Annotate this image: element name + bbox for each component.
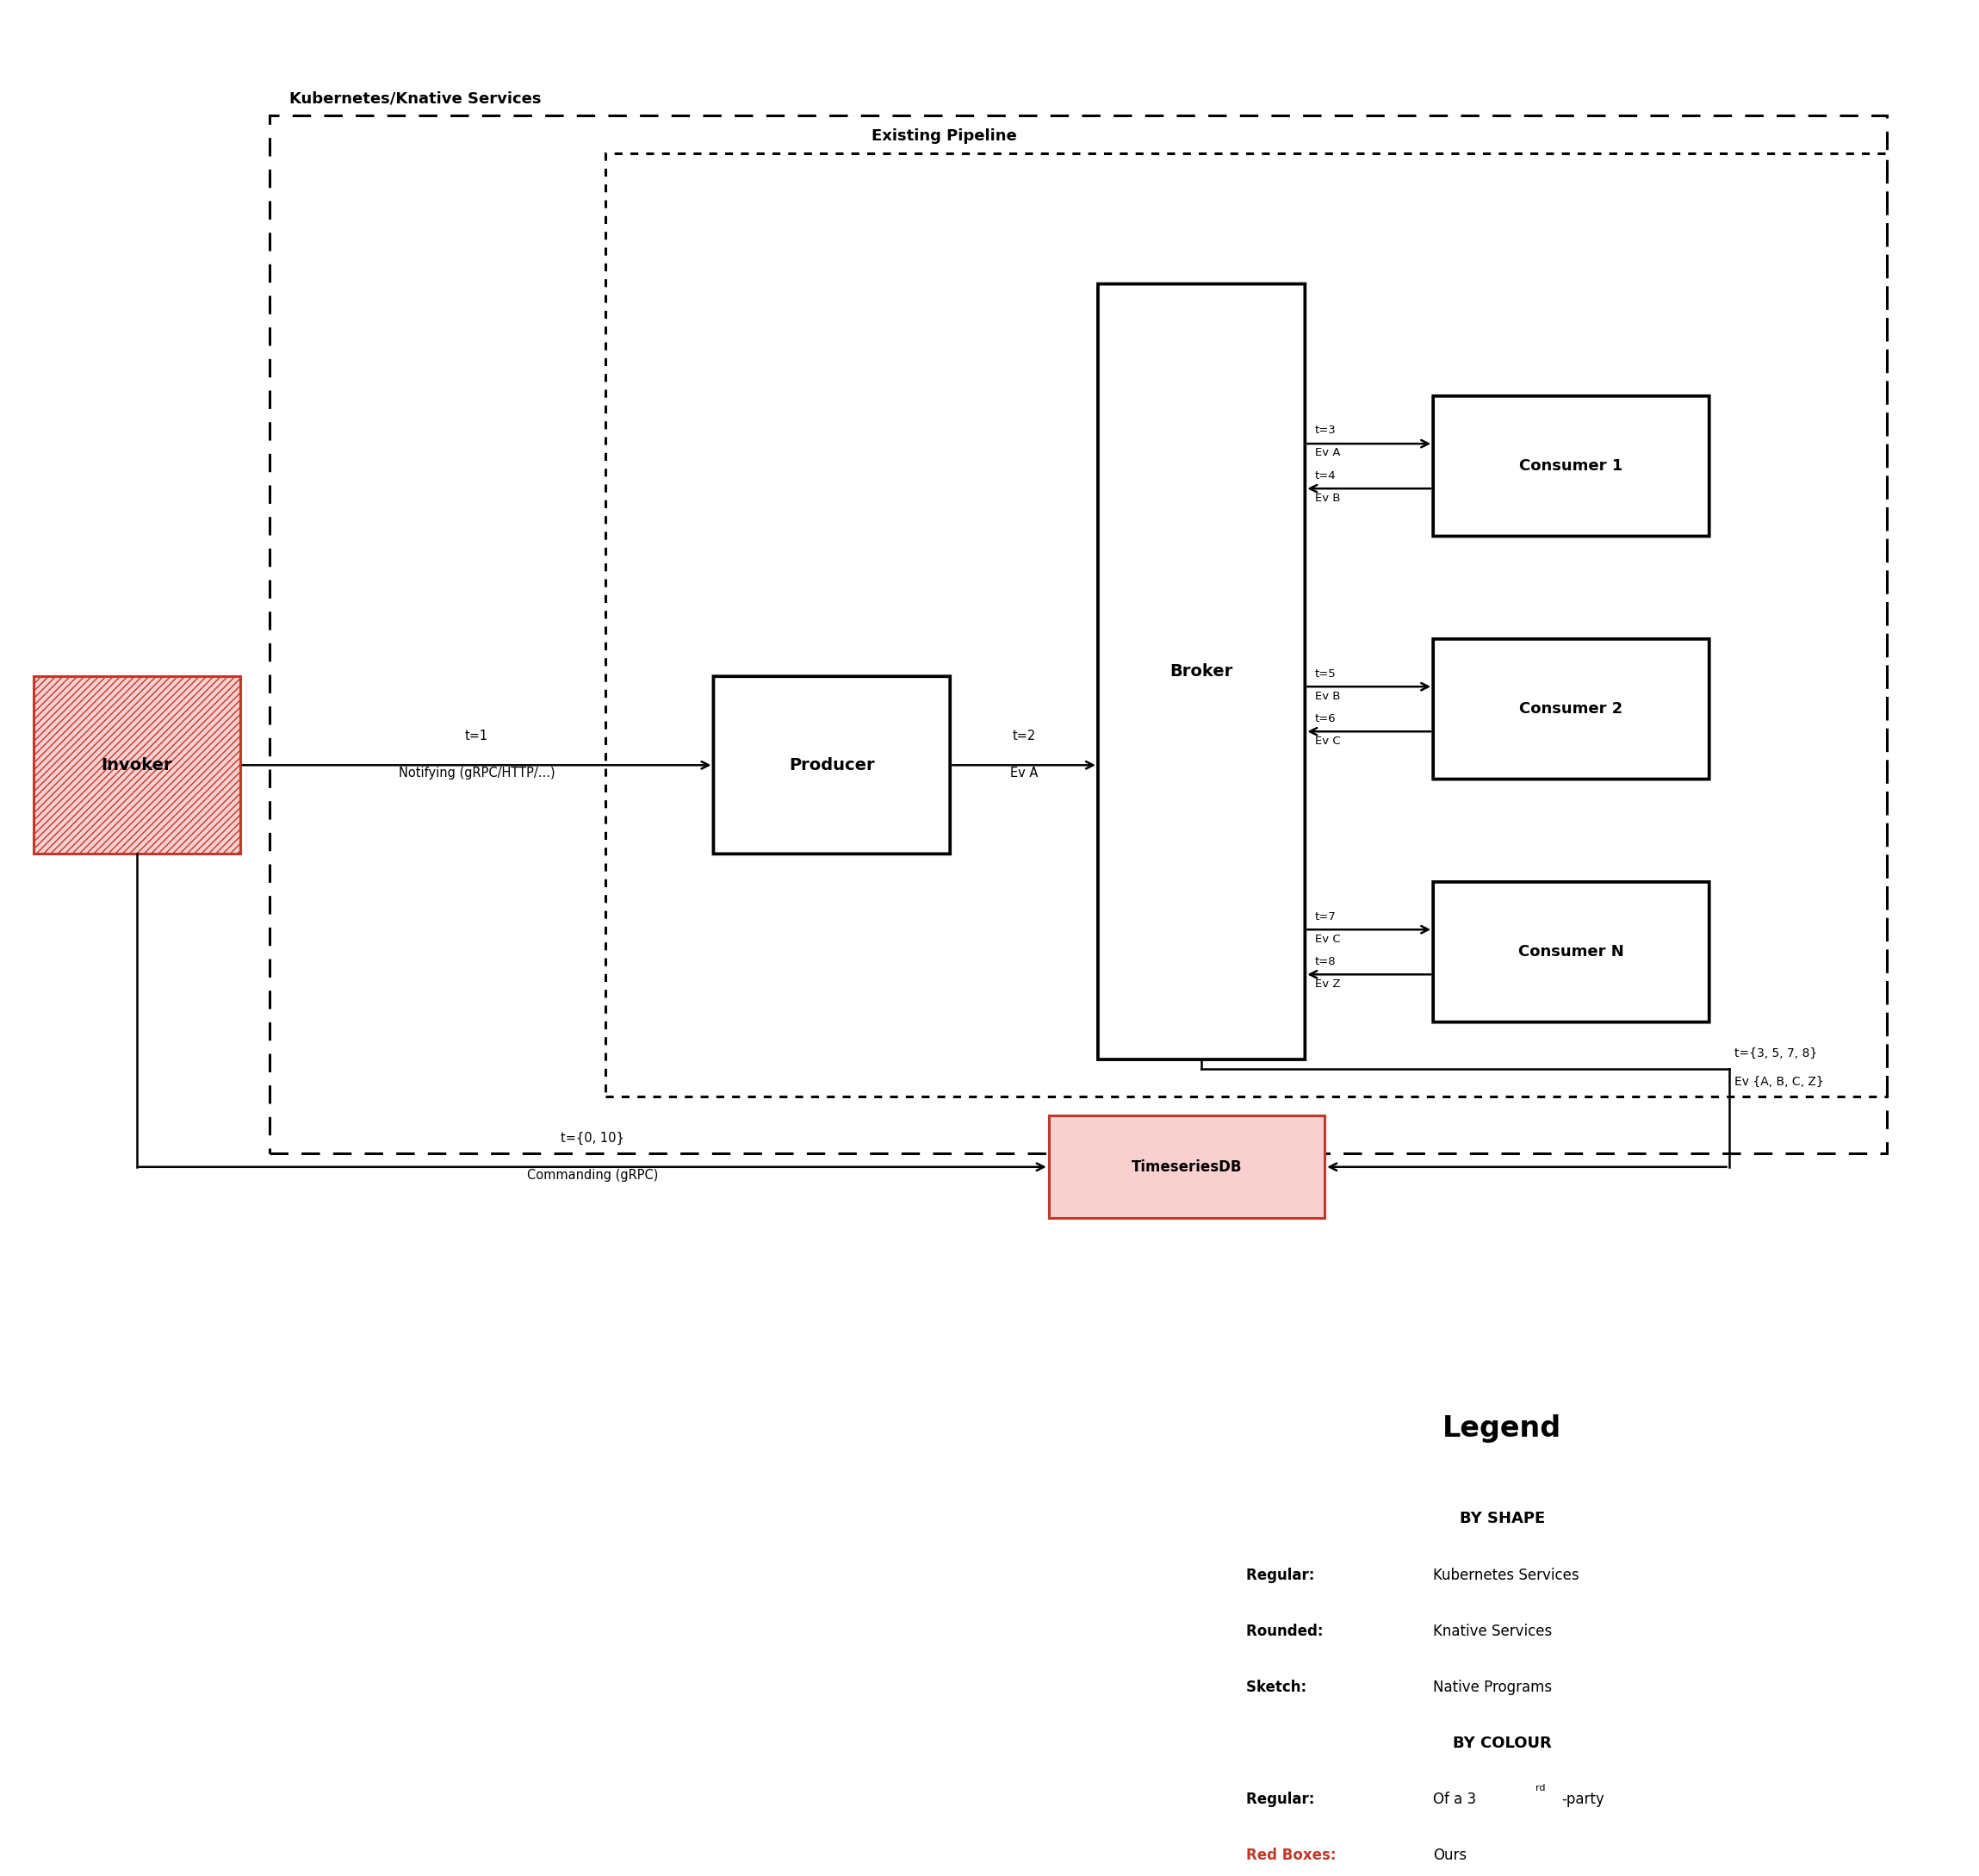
- Bar: [606, 154, 1886, 1097]
- Text: BY SHAPE: BY SHAPE: [1459, 1512, 1546, 1527]
- Text: TimeseriesDB: TimeseriesDB: [1132, 1159, 1243, 1174]
- Text: Ev C: Ev C: [1314, 934, 1340, 944]
- Text: Ev B: Ev B: [1314, 492, 1340, 503]
- Text: Ev A: Ev A: [1314, 448, 1340, 458]
- Text: rd: rd: [1536, 1784, 1546, 1792]
- Text: Notifying (gRPC/HTTP/...): Notifying (gRPC/HTTP/...): [398, 767, 554, 780]
- Text: t=8: t=8: [1314, 955, 1336, 966]
- Bar: [269, 116, 1886, 1154]
- Text: Kubernetes/Knative Services: Kubernetes/Knative Services: [289, 90, 542, 107]
- Text: Ev {A, B, C, Z}: Ev {A, B, C, Z}: [1736, 1075, 1825, 1088]
- Text: t=3: t=3: [1314, 426, 1336, 437]
- Text: Native Programs: Native Programs: [1433, 1679, 1552, 1694]
- Bar: [34, 677, 239, 854]
- Text: Producer: Producer: [790, 756, 875, 773]
- Text: Consumer 1: Consumer 1: [1520, 458, 1623, 475]
- Text: Ours: Ours: [1433, 1848, 1466, 1863]
- Text: Ev B: Ev B: [1314, 690, 1340, 702]
- FancyBboxPatch shape: [1433, 640, 1710, 779]
- Text: Rounded:: Rounded:: [1247, 1623, 1328, 1640]
- FancyBboxPatch shape: [714, 677, 950, 854]
- Text: t=4: t=4: [1314, 469, 1336, 480]
- FancyBboxPatch shape: [1433, 882, 1710, 1022]
- Text: Of a 3: Of a 3: [1433, 1792, 1476, 1807]
- Text: t=2: t=2: [1013, 730, 1035, 743]
- Text: Kubernetes Services: Kubernetes Services: [1433, 1566, 1579, 1583]
- Text: t={3, 5, 7, 8}: t={3, 5, 7, 8}: [1736, 1047, 1819, 1060]
- Text: Regular:: Regular:: [1247, 1792, 1320, 1807]
- Text: Broker: Broker: [1170, 664, 1233, 679]
- Text: t=6: t=6: [1314, 713, 1336, 724]
- Text: Knative Services: Knative Services: [1433, 1623, 1552, 1640]
- FancyBboxPatch shape: [1433, 396, 1710, 537]
- Text: Sketch:: Sketch:: [1247, 1679, 1312, 1694]
- Text: t=5: t=5: [1314, 668, 1336, 679]
- Text: Red Boxes:: Red Boxes:: [1247, 1848, 1342, 1863]
- Text: Existing Pipeline: Existing Pipeline: [871, 128, 1017, 144]
- Text: Ev C: Ev C: [1314, 735, 1340, 747]
- Text: Regular:: Regular:: [1247, 1566, 1320, 1583]
- Text: Ev Z: Ev Z: [1314, 977, 1340, 989]
- Text: Ev A: Ev A: [1009, 767, 1037, 780]
- Text: t=7: t=7: [1314, 912, 1336, 923]
- Text: Legend: Legend: [1443, 1415, 1561, 1443]
- Text: t=1: t=1: [465, 730, 489, 743]
- Text: t={0, 10}: t={0, 10}: [560, 1131, 625, 1144]
- Text: Consumer N: Consumer N: [1518, 944, 1625, 961]
- Text: -party: -party: [1561, 1792, 1605, 1807]
- Text: BY COLOUR: BY COLOUR: [1453, 1735, 1552, 1750]
- Text: Invoker: Invoker: [101, 756, 172, 773]
- Bar: [1049, 1116, 1324, 1218]
- Text: Consumer 2: Consumer 2: [1520, 702, 1623, 717]
- FancyBboxPatch shape: [1098, 283, 1304, 1060]
- Text: Commanding (gRPC): Commanding (gRPC): [526, 1169, 659, 1182]
